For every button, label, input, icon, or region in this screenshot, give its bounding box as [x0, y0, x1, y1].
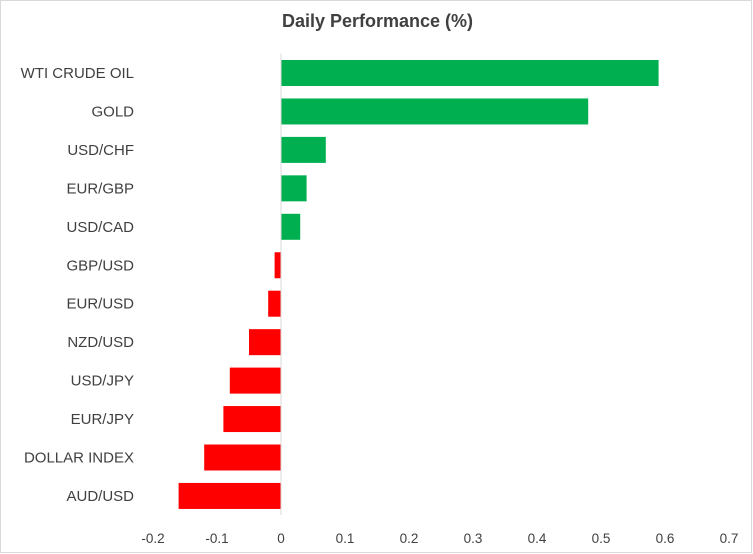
- category-label: EUR/JPY: [71, 411, 134, 428]
- category-label: GOLD: [91, 103, 134, 120]
- bar-gold: [281, 98, 589, 125]
- category-label: NZD/USD: [67, 334, 134, 351]
- x-tick-label: 0.5: [592, 531, 611, 546]
- bar-usd-jpy: [229, 367, 281, 394]
- category-label: AUD/USD: [66, 488, 134, 505]
- x-tick-label: 0.2: [400, 531, 419, 546]
- bar-aud-usd: [178, 482, 281, 509]
- category-label: DOLLAR INDEX: [24, 450, 134, 467]
- x-tick-label: -0.1: [205, 531, 228, 546]
- category-labels: WTI CRUDE OIL GOLD USD/CHF EUR/GBP USD/CAD GB…: [21, 65, 135, 505]
- chart-title: Daily Performance (%): [281, 11, 474, 31]
- bar-nzd-usd: [249, 329, 281, 356]
- x-tick-label: -0.2: [141, 531, 164, 546]
- category-label: GBP/USD: [66, 257, 134, 274]
- x-tick-label: 0.6: [656, 531, 675, 546]
- category-label: EUR/USD: [66, 296, 134, 313]
- x-tick-label: 0.4: [528, 531, 547, 546]
- category-label: WTI CRUDE OIL: [21, 65, 134, 82]
- x-tick-label: 0: [277, 531, 285, 546]
- bar-usd-chf: [281, 136, 326, 163]
- bar-wti-crude-oil: [281, 60, 659, 86]
- bar-dollar-index: [204, 444, 281, 471]
- x-tick-label: 0.7: [720, 531, 739, 546]
- x-axis-tick-labels: -0.2 -0.1 0 0.1 0.2 0.3 0.4 0.5 0.6 0.7: [141, 531, 738, 546]
- bar-gbp-usd: [274, 252, 281, 279]
- x-tick-label: 0.3: [464, 531, 483, 546]
- x-tick-label: 0.1: [336, 531, 355, 546]
- bars-layer: [178, 53, 659, 516]
- bar-usd-cad: [281, 213, 301, 240]
- bar-eur-usd: [268, 290, 281, 317]
- category-label: USD/CHF: [67, 142, 134, 159]
- bar-eur-gbp: [281, 175, 307, 202]
- category-label: USD/JPY: [71, 373, 134, 390]
- category-label: USD/CAD: [66, 219, 134, 236]
- category-label: EUR/GBP: [66, 180, 134, 197]
- bar-eur-jpy: [223, 406, 281, 433]
